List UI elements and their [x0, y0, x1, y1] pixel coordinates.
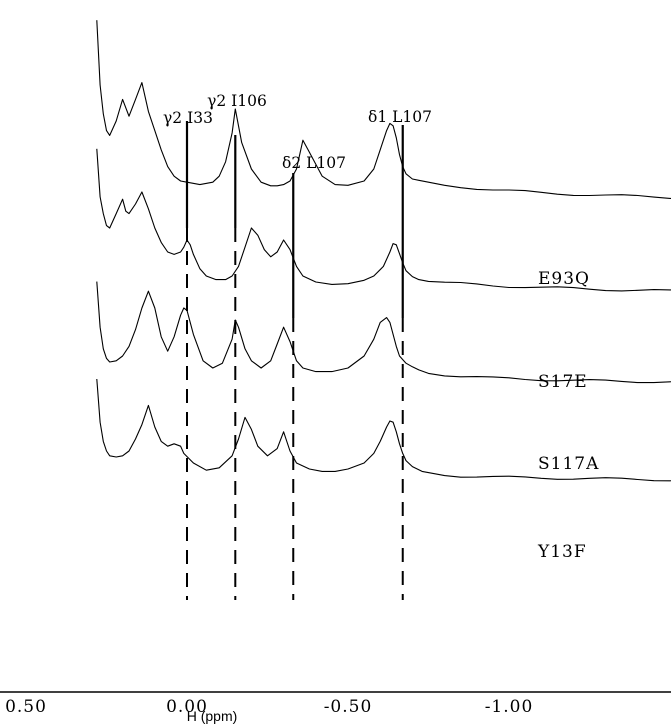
spectrum-traces — [96, 20, 671, 482]
x-tick-label: -0.50 — [324, 697, 373, 717]
reference-lines — [185, 121, 404, 600]
x-tick-label: 0.00 — [166, 697, 208, 717]
trace-y13f — [96, 378, 671, 482]
x-tick-label: 0.50 — [5, 697, 47, 717]
trace-e93q — [96, 20, 671, 199]
series-label: S117A — [538, 454, 599, 474]
x-axis-ticks: 0.50 0.00 -0.50 -1.00 — [5, 697, 534, 717]
trace-s17e — [96, 148, 671, 292]
x-axis-label: H (ppm) — [187, 708, 238, 724]
ref-label: γ2 I106 — [207, 92, 267, 110]
series-label: E93Q — [538, 269, 590, 289]
x-axis: 0.50 0.00 -0.50 -1.00 H (ppm) — [0, 691, 671, 724]
series-label: Y13F — [537, 542, 587, 562]
series-label: S17E — [538, 372, 588, 392]
ref-label: γ2 I33 — [163, 109, 213, 127]
x-tick-label: -1.00 — [485, 697, 534, 717]
ref-label: δ1 L107 — [368, 108, 432, 126]
series-labels: E93Q S17E S117A Y13F — [537, 269, 599, 562]
trace-s117a — [96, 281, 671, 384]
ref-label: δ2 L107 — [282, 154, 346, 172]
